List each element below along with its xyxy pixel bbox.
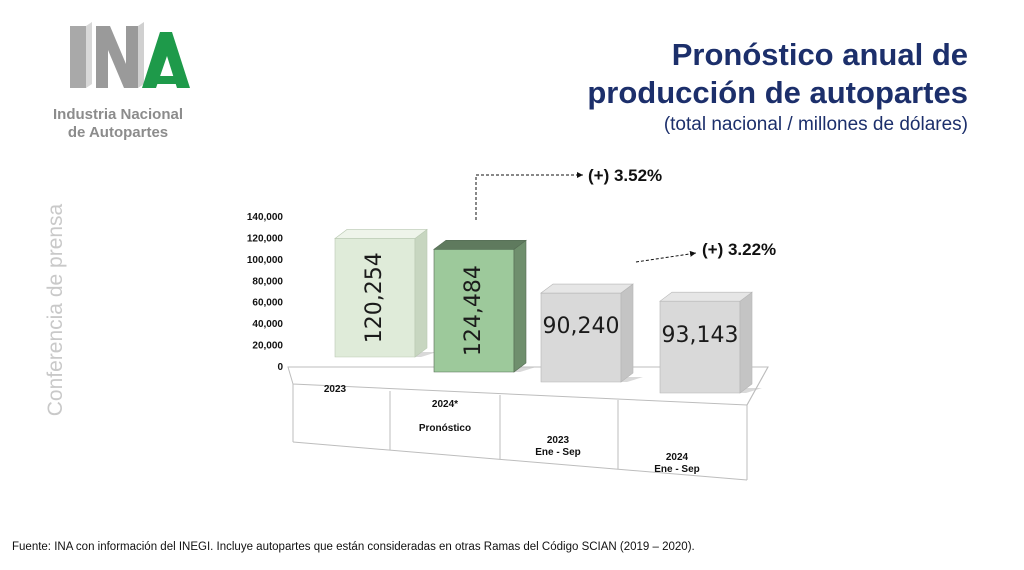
annotation-1-arrow — [475, 172, 583, 220]
bar-3: 93,143 — [659, 291, 762, 394]
bar-value-label: 124,484 — [461, 265, 486, 356]
annotation-2: (+) 3.22% — [635, 240, 776, 263]
bar-side — [513, 239, 527, 373]
bar-top — [659, 291, 753, 302]
logo-bar-i — [70, 26, 86, 88]
title-line1: Pronóstico anual de — [671, 37, 968, 72]
logo-letter-a — [142, 32, 190, 88]
y-tick-label: 40,000 — [252, 319, 283, 330]
annotation-2-arrow — [635, 250, 697, 263]
y-tick-label: 120,000 — [247, 233, 284, 244]
logo-text-line2: de Autopartes — [67, 124, 169, 141]
bar-side — [739, 291, 753, 394]
logo-letter-n — [96, 26, 138, 88]
bar-top — [334, 229, 428, 239]
bar-side — [620, 283, 634, 383]
bar-1: 124,484 — [433, 239, 536, 373]
category-label: 2023 — [324, 384, 347, 395]
category-label: 2024* — [432, 399, 458, 410]
annotation-1-label: (+) 3.52% — [588, 166, 662, 185]
bar-2: 90,240 — [540, 283, 643, 383]
bar-side — [414, 228, 428, 358]
bar-0: 120,254 — [334, 228, 437, 358]
page-title: Pronóstico anual de producción de autopa… — [587, 36, 968, 112]
title-line2: producción de autopartes — [587, 75, 968, 110]
category-label: Pronóstico — [419, 423, 471, 434]
annotation-1: (+) 3.52% — [475, 166, 662, 220]
logo-text-line1: Industria Nacional — [52, 106, 184, 123]
page-subtitle: (total nacional / millones de dólares) — [663, 114, 968, 135]
source-footnote: Fuente: INA con información del INEGI. I… — [12, 541, 695, 553]
bar-top — [433, 239, 527, 250]
category-label: 2024 — [666, 452, 689, 463]
y-tick-label: 80,000 — [252, 276, 283, 287]
y-tick-label: 20,000 — [252, 341, 283, 352]
bar-value-label: 120,254 — [362, 252, 387, 343]
category-label: Ene - Sep — [654, 464, 700, 475]
bar-top — [540, 283, 634, 294]
y-axis: 0 20,000 40,000 60,000 80,000 100,000 120,000 1… — [247, 212, 284, 373]
category-label: Ene - Sep — [535, 447, 581, 458]
category-label: 2023 — [547, 435, 570, 446]
y-tick-label: 100,000 — [247, 255, 284, 266]
logo-text: Industria Nacional de Autopartes — [20, 106, 216, 142]
ina-logo — [70, 22, 190, 88]
annotation-2-label: (+) 3.22% — [702, 240, 776, 259]
y-tick-label: 140,000 — [247, 212, 284, 223]
y-tick-label: 0 — [277, 362, 283, 373]
bar-value-label: 90,240 — [543, 314, 620, 339]
y-tick-label: 60,000 — [252, 298, 283, 309]
bars: 120,254 124,484 90,240 93,143 — [334, 228, 762, 394]
bar-value-label: 93,143 — [662, 323, 739, 348]
